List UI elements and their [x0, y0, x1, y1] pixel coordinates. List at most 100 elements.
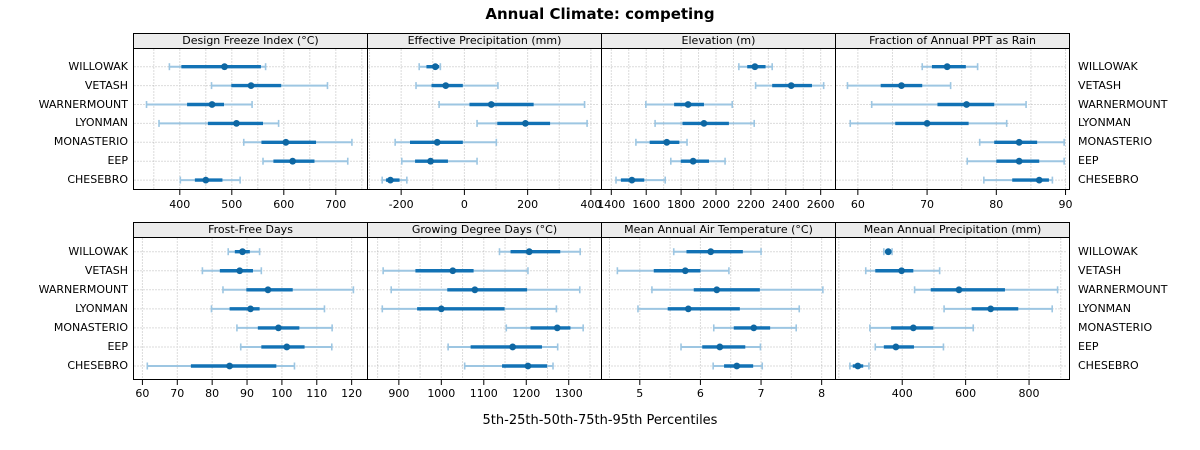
site-label-left-chesebro: CHESEBRO	[67, 359, 128, 372]
median-dot	[733, 362, 741, 370]
tick-label: 1300	[554, 387, 583, 400]
tick-label: 700	[325, 198, 347, 211]
panel-fraction-of-annual-ppt-as-rain	[835, 48, 1070, 195]
tick-label: 70	[920, 198, 935, 211]
median-dot	[236, 267, 244, 275]
percentile-bar-lyonman	[210, 305, 326, 313]
tick-label: 400	[891, 387, 913, 400]
tick-label: 1200	[512, 387, 541, 400]
panel-border	[367, 48, 602, 190]
percentile-bar-eep	[400, 157, 478, 165]
chart-title: Annual Climate: competing	[485, 5, 715, 23]
tick-label: 500	[221, 198, 243, 211]
median-dot	[1015, 138, 1023, 146]
percentile-bar-vetash	[864, 267, 941, 275]
site-label-right-lyonman: LYONMAN	[1078, 116, 1131, 130]
site-label-right-eep: EEP	[1078, 154, 1099, 168]
median-dot	[628, 176, 636, 184]
percentile-bar-monasterio	[978, 138, 1065, 146]
panel-mean-annual-precipitation-mm	[835, 237, 1070, 385]
site-label-right-vetash: VETASH	[1078, 78, 1122, 92]
percentile-bar-willowak	[738, 63, 773, 71]
percentile-bar-willowak	[672, 248, 762, 256]
median-dot	[689, 157, 697, 165]
median-dot	[282, 138, 290, 146]
tick-label: 80	[989, 198, 1004, 211]
tick-label: 8	[818, 387, 826, 400]
percentile-bar-chesebro	[179, 176, 241, 184]
percentile-bar-lyonman	[476, 119, 588, 127]
site-label-left-warnermount: WARNERMOUNT	[38, 282, 128, 296]
panel-design-freeze-index-c	[133, 48, 368, 195]
panel-frost-free-days	[133, 237, 368, 385]
strip-mean-annual-air-temperature-c: Mean Annual Air Temperature (°C)	[601, 222, 836, 238]
percentile-bar-willowak	[418, 63, 442, 71]
median-dot	[1015, 157, 1023, 165]
panel-border	[835, 48, 1070, 190]
median-dot	[1035, 176, 1043, 184]
tick-label: 400	[169, 198, 191, 211]
median-dot	[264, 286, 272, 294]
tick-label: 6	[696, 387, 704, 400]
percentile-bar-eep	[966, 157, 1065, 165]
percentile-bar-willowak	[168, 63, 267, 71]
site-label-left-warnermount: WARNERMOUNT	[38, 97, 128, 111]
median-dot	[208, 101, 216, 108]
site-label-right-lyonman: LYONMAN	[1078, 301, 1131, 315]
percentile-bar-chesebro	[381, 176, 408, 184]
median-dot	[750, 324, 758, 332]
strip-frost-free-days: Frost-Free Days	[133, 222, 368, 238]
median-dot	[202, 176, 210, 184]
median-dot	[684, 101, 692, 108]
percentile-bar-monasterio	[505, 324, 584, 332]
tick-label: 0	[460, 198, 468, 211]
median-dot	[684, 305, 692, 313]
percentile-bar-vetash	[846, 82, 952, 90]
median-dot	[442, 82, 450, 89]
percentile-bar-vetash	[754, 82, 825, 90]
median-dot	[437, 305, 445, 313]
percentile-bar-vetash	[201, 267, 263, 275]
median-dot	[884, 248, 892, 256]
panel-border	[133, 48, 368, 190]
percentile-bar-eep	[669, 157, 726, 165]
tick-label: 60	[135, 387, 150, 400]
strip-effective-precipitation-mm: Effective Precipitation (mm)	[367, 33, 602, 49]
median-dot	[892, 343, 900, 351]
percentile-bar-warnermount	[390, 286, 581, 294]
percentile-bar-chesebro	[712, 362, 764, 370]
percentile-bar-monasterio	[712, 324, 798, 332]
percentile-bar-warnermount	[870, 101, 1027, 108]
tick-label: 80	[205, 387, 220, 400]
site-label-left-vetash: VETASH	[84, 263, 128, 277]
site-label-right-warnermount: WARNERMOUNT	[1078, 282, 1168, 296]
tick-label: 600	[273, 198, 295, 211]
median-dot	[226, 362, 233, 370]
median-dot	[522, 120, 529, 127]
site-label-left-lyonman: LYONMAN	[75, 116, 128, 130]
median-dot	[427, 157, 434, 165]
panel-growing-degree-days-c	[367, 237, 602, 385]
tick-label: 400	[580, 198, 602, 211]
median-dot	[898, 267, 905, 275]
median-dot	[700, 120, 708, 127]
tick-label: 7	[757, 387, 765, 400]
tick-label: 1100	[469, 387, 498, 400]
median-dot	[247, 305, 254, 313]
tick-label: 5	[636, 387, 644, 400]
median-dot	[509, 343, 517, 351]
median-dot	[751, 63, 759, 71]
percentile-bar-warnermount	[145, 101, 253, 108]
percentile-bar-monasterio	[242, 138, 353, 146]
median-dot	[525, 248, 533, 256]
median-dot	[433, 138, 441, 146]
median-dot	[247, 82, 255, 89]
site-label-right-warnermount: WARNERMOUNT	[1078, 97, 1168, 111]
site-label-left-willowak: WILLOWAK	[68, 59, 128, 73]
percentile-bar-monasterio	[236, 324, 333, 332]
site-label-left-vetash: VETASH	[84, 78, 128, 92]
panel-effective-precipitation-mm	[367, 48, 602, 195]
median-dot	[471, 286, 479, 294]
site-label-right-chesebro: CHESEBRO	[1078, 173, 1139, 187]
site-label-left-eep: EEP	[107, 339, 128, 353]
